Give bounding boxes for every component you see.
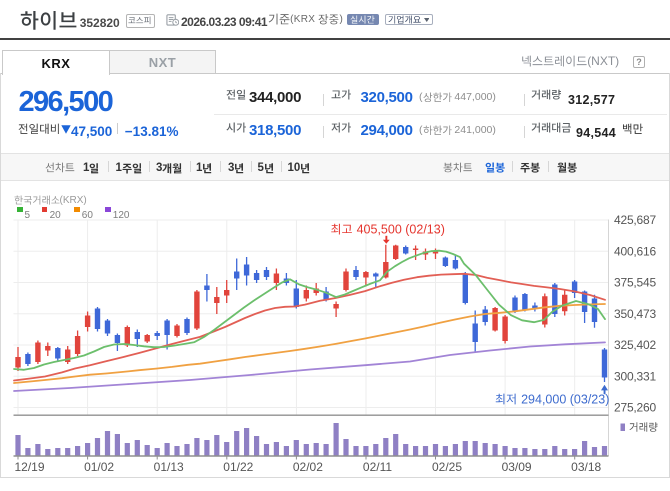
svg-text:01/22: 01/22: [223, 460, 253, 474]
svg-text:02/11: 02/11: [363, 460, 392, 474]
svg-text:400,616: 400,616: [614, 244, 657, 258]
svg-text:01/13: 01/13: [154, 460, 184, 474]
svg-text:405,500 (02/13): 405,500 (02/13): [357, 223, 445, 237]
svg-text:01/02: 01/02: [84, 460, 114, 474]
svg-text:300,331: 300,331: [614, 369, 657, 383]
svg-text:425,687: 425,687: [614, 213, 657, 227]
svg-text:325,402: 325,402: [614, 338, 657, 352]
svg-text:275,260: 275,260: [614, 401, 657, 415]
svg-text:12/19: 12/19: [14, 460, 44, 474]
svg-text:03/18: 03/18: [571, 460, 601, 474]
svg-text:294,000 (03/23): 294,000 (03/23): [521, 393, 609, 407]
svg-text:02/25: 02/25: [432, 460, 462, 474]
svg-text:03/09: 03/09: [502, 460, 532, 474]
svg-text:350,473: 350,473: [614, 307, 657, 321]
svg-text:02/02: 02/02: [293, 460, 323, 474]
svg-text:375,545: 375,545: [614, 276, 657, 290]
